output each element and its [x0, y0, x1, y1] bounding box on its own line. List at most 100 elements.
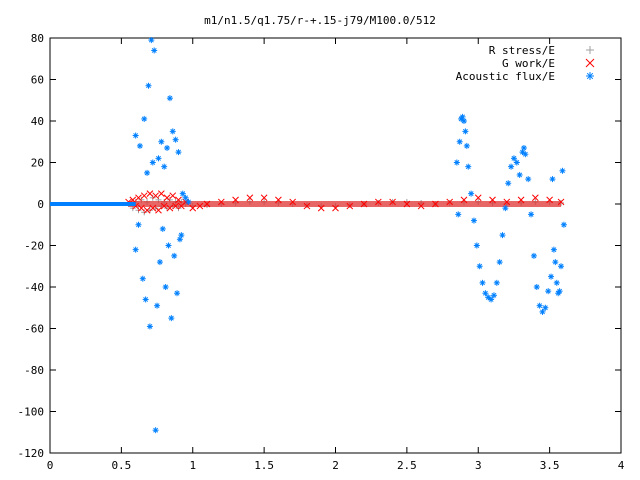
data-point [536, 302, 543, 309]
x-tick-label: 0 [47, 459, 54, 472]
data-point [149, 159, 156, 166]
legend-marker [586, 72, 594, 80]
data-point [142, 296, 149, 303]
data-point [528, 211, 535, 218]
data-point [155, 155, 162, 162]
y-tick-label: 80 [31, 32, 44, 45]
data-point [463, 142, 470, 149]
data-point [160, 202, 168, 210]
data-point [152, 192, 159, 200]
y-tick-label: -20 [24, 240, 44, 253]
data-point [432, 200, 439, 208]
data-point [517, 196, 525, 204]
data-point [479, 279, 486, 286]
data-point [174, 290, 181, 297]
data-point [154, 302, 161, 309]
data-point [533, 284, 540, 290]
data-point [456, 138, 463, 145]
data-point [169, 192, 177, 200]
data-point [374, 198, 382, 206]
y-tick-label: -100 [18, 406, 45, 419]
data-point [145, 82, 152, 89]
data-point [275, 196, 282, 204]
data-point [470, 217, 477, 224]
data-point [542, 304, 549, 311]
data-point [171, 252, 178, 259]
x-tick-label: 2.5 [397, 459, 417, 472]
legend-label: R stress/E [489, 44, 555, 57]
data-point [525, 176, 532, 183]
data-point [148, 37, 155, 44]
y-tick-label: -60 [24, 323, 44, 336]
data-point [332, 204, 339, 212]
data-point [175, 149, 182, 156]
data-point [175, 196, 182, 204]
legend-marker [585, 58, 595, 68]
data-point [546, 196, 553, 204]
data-point [545, 288, 552, 295]
legend-marker [586, 46, 594, 54]
data-point [508, 163, 515, 170]
data-point [516, 171, 523, 178]
data-point [143, 206, 151, 214]
data-point [189, 204, 197, 212]
data-point [144, 169, 151, 176]
data-point [166, 204, 174, 212]
data-point [417, 202, 425, 210]
series-cross [125, 190, 565, 214]
data-point [140, 192, 148, 200]
y-tick-label: 20 [31, 157, 44, 170]
legend-label: G work/E [502, 57, 555, 70]
data-point [164, 144, 171, 151]
y-tick-label: 60 [31, 74, 44, 87]
data-point [232, 196, 239, 204]
data-point [549, 176, 556, 183]
data-point [141, 115, 148, 122]
data-point [165, 242, 172, 249]
data-point [460, 118, 467, 124]
data-point [465, 163, 472, 170]
data-point [453, 159, 460, 166]
data-point [482, 290, 489, 297]
x-tick-label: 1 [189, 459, 196, 472]
data-point [157, 190, 165, 197]
data-point [490, 292, 497, 299]
data-point [162, 284, 169, 290]
data-point [403, 200, 411, 208]
x-tick-label: 3 [475, 459, 482, 472]
data-point [503, 198, 511, 206]
data-point [389, 198, 396, 206]
data-point [146, 207, 153, 214]
data-point [559, 167, 566, 174]
data-point [196, 202, 204, 210]
data-point [446, 198, 454, 206]
plot-frame [49, 37, 622, 454]
data-point [217, 198, 225, 206]
data-point [548, 273, 555, 280]
x-axis: 0 0.5 1 1.5 2 2.5 3 3.5 4 [47, 38, 625, 472]
data-point [552, 259, 559, 266]
data-point [159, 225, 166, 232]
data-point [135, 194, 142, 202]
data-point [138, 204, 145, 212]
data-point [317, 204, 325, 212]
data-point [151, 47, 158, 54]
x-tick-label: 3.5 [540, 459, 560, 472]
data-point [146, 190, 154, 197]
chart-title: m1/n1.5/q1.75/r-+.15-j79/M100.0/512 [204, 14, 436, 27]
data-point [141, 209, 148, 216]
data-point [360, 200, 368, 208]
x-tick-label: 1.5 [254, 459, 274, 472]
data-point [182, 194, 189, 201]
data-point [556, 288, 563, 295]
data-point [132, 132, 139, 139]
data-point [474, 194, 482, 202]
data-point [460, 196, 468, 204]
data-point [530, 252, 537, 259]
data-point [152, 427, 159, 434]
data-point [246, 194, 254, 202]
data-point [169, 128, 176, 135]
data-point [172, 202, 179, 210]
data-point [489, 196, 496, 204]
